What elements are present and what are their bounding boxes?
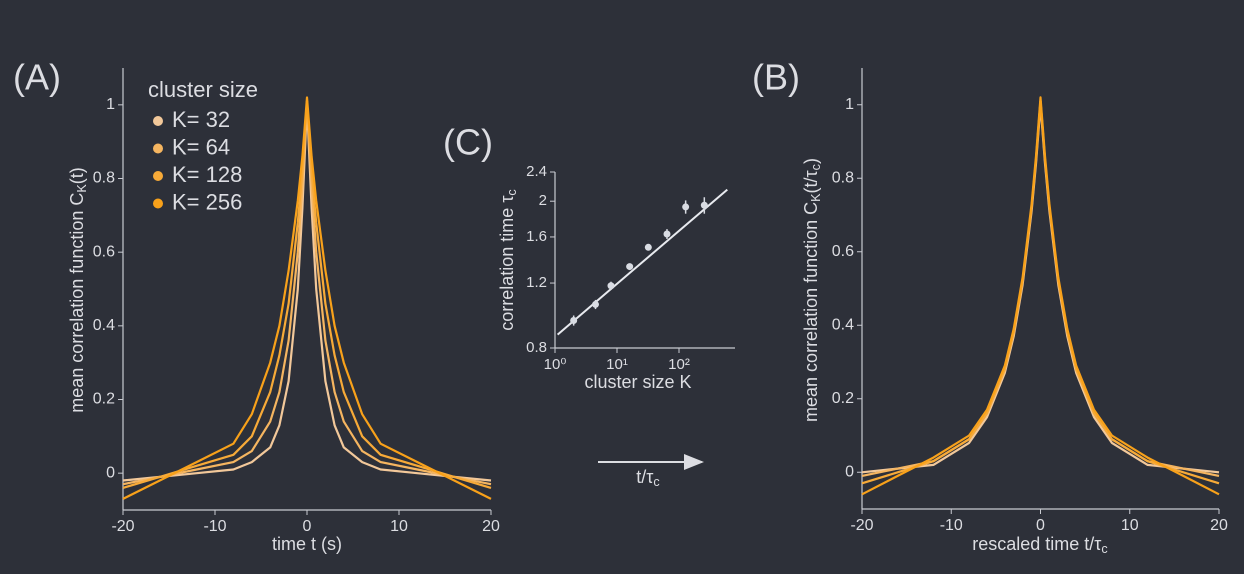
arrow-label-main: t/τ xyxy=(636,467,653,487)
y-tick-label: 1.6 xyxy=(526,228,547,245)
y-axis-label: correlation time τc xyxy=(497,189,520,330)
x-tick-label: 10 xyxy=(1121,517,1139,534)
y-tick-label: 0.4 xyxy=(832,316,854,333)
point xyxy=(644,243,652,251)
x-tick-label: -20 xyxy=(850,517,873,534)
legend-marker xyxy=(153,143,163,154)
x-tick-label: 10⁰ xyxy=(544,356,567,373)
y-tick-label: 0 xyxy=(845,463,854,480)
y-tick-label: 1 xyxy=(845,96,854,113)
x-axis-label: rescaled time t/τc xyxy=(972,534,1107,557)
label-part: c xyxy=(1101,542,1107,556)
y-tick-label: 1 xyxy=(106,96,115,113)
y-tick-label: 0.6 xyxy=(832,243,854,260)
y-tick-label: 0.8 xyxy=(93,170,115,187)
point xyxy=(570,316,578,324)
x-tick-label: -10 xyxy=(203,518,226,535)
x-tick-label: 10 xyxy=(390,518,408,535)
point xyxy=(592,300,600,308)
y-tick-label: 2.4 xyxy=(526,163,547,180)
line-series xyxy=(122,96,492,500)
label-part: cluster size K xyxy=(584,372,691,392)
x-axis-label: time t (s) xyxy=(272,534,342,554)
x-tick-label: 10² xyxy=(668,356,690,373)
x-tick-label: 20 xyxy=(1210,517,1228,534)
y-tick-label: 1.2 xyxy=(526,274,547,291)
x-tick-label: 10¹ xyxy=(606,356,628,373)
panel-label: (A) xyxy=(13,57,61,98)
arrow-label: t/τc xyxy=(636,467,659,490)
x-axis-label: cluster size K xyxy=(584,372,691,392)
x-tick-label: -20 xyxy=(111,518,134,535)
fit-line xyxy=(556,188,728,336)
label-part: (t) xyxy=(67,167,87,184)
label-part: K xyxy=(75,184,89,193)
legend-marker xyxy=(153,116,163,126)
x-tick-label: 20 xyxy=(482,518,500,535)
x-tick-label: -10 xyxy=(940,517,963,534)
label-part: rescaled time t/τ xyxy=(972,534,1101,554)
panel-label: (B) xyxy=(752,57,800,98)
y-tick-label: 0.8 xyxy=(832,169,854,186)
legend-marker xyxy=(153,171,163,181)
point xyxy=(663,230,671,238)
y-axis-label: mean correlation function CK(t/τc) xyxy=(801,158,824,422)
label-part: c xyxy=(505,189,519,195)
legend-label: K= 64 xyxy=(172,134,230,159)
arrow-label-sub: c xyxy=(653,475,659,489)
y-tick-label: 0.2 xyxy=(832,390,854,407)
legend-title: cluster size xyxy=(148,77,258,102)
legend-label: K= 128 xyxy=(172,162,242,187)
panel-label: (C) xyxy=(443,122,493,163)
y-tick-label: 0.8 xyxy=(526,339,547,356)
line-series xyxy=(861,96,1220,496)
y-tick-label: 0.2 xyxy=(93,391,115,408)
label-part: correlation time τ xyxy=(497,196,517,331)
label-part: mean correlation function C xyxy=(801,202,821,422)
label-part: K xyxy=(809,193,823,202)
label-part: ) xyxy=(801,158,821,164)
label-part: mean correlation function C xyxy=(67,193,87,413)
label-part: c xyxy=(809,164,823,170)
x-tick-label: 0 xyxy=(303,518,312,535)
legend-label: K= 256 xyxy=(172,189,242,214)
y-tick-label: 2 xyxy=(539,192,547,209)
legend-label: K= 32 xyxy=(172,107,230,132)
label-part: time t (s) xyxy=(272,534,342,554)
point xyxy=(626,263,634,271)
label-part: (t/τ xyxy=(801,170,821,193)
y-axis-label: mean correlation function CK(t) xyxy=(67,167,90,413)
point xyxy=(682,203,690,211)
y-tick-label: 0 xyxy=(106,464,115,481)
x-tick-label: 0 xyxy=(1036,517,1045,534)
point xyxy=(607,282,615,290)
y-tick-label: 0.6 xyxy=(93,243,115,260)
point xyxy=(700,201,708,209)
y-tick-label: 0.4 xyxy=(93,317,115,334)
legend-marker xyxy=(153,198,163,209)
